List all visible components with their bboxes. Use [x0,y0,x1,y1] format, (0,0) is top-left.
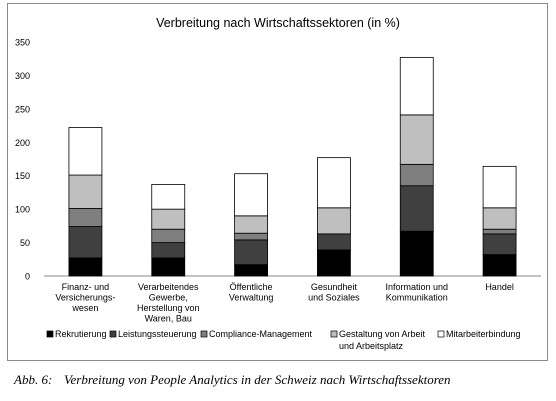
x-category-label: Öffentliche Verwaltung [229,282,274,303]
bar-segment-3 [151,228,186,243]
y-tick-label: 200 [15,138,30,148]
y-tick-label: 250 [15,104,30,114]
legend-swatch [200,330,208,338]
bar-segment-2 [234,239,268,266]
legend-swatch [46,330,54,338]
bar-segment-4 [317,207,351,235]
x-category-label: Information und Kommunikation [385,282,448,303]
legend-label: Leistungssteuerung [118,329,197,339]
x-category-label: Verarbeitendes Gewerbe, Herstellung von War… [137,282,200,324]
bar-segment-5 [68,127,103,176]
bar-segment-1 [482,254,517,277]
chart-title: Verbreitung nach Wirtschaftssektoren (in… [156,16,400,30]
bar-segment-5 [234,173,268,217]
bar-segment-4 [234,215,268,234]
bar-segment-4 [68,174,103,209]
legend-label-continuation: und Arbeitsplatz [339,341,404,351]
legend-swatch [437,330,445,338]
bar-segment-4 [482,207,517,230]
legend-label: Rekrutierung [55,329,107,339]
bar-segment-3 [234,232,268,241]
x-category-label: Handel [485,282,514,292]
bar-segment-1 [399,230,434,277]
legend-label: Compliance-Management [209,329,313,339]
bar-segment-2 [399,185,434,232]
bar-segment-2 [482,233,517,256]
bar-segment-2 [68,226,103,259]
x-category-label: Finanz- und Versicherungs-wesen [55,282,115,313]
bar-segment-2 [151,242,186,259]
bar-segment-4 [399,114,434,165]
figure-caption: Abb. 6: Verbreitung von People Analytics … [14,372,451,388]
stacked-bar-chart: Verbreitung nach Wirtschaftssektoren (in… [15,16,541,351]
bar-segment-3 [68,208,103,227]
y-tick-label: 300 [15,71,30,81]
bar-segment-2 [317,233,351,251]
legend-swatch [109,330,117,338]
y-tick-label: 150 [15,171,30,181]
bar-segment-1 [317,249,351,277]
bar-segment-3 [482,228,517,235]
y-tick-label: 50 [20,238,30,248]
bar-segment-1 [234,264,268,277]
bar-segment-1 [151,257,186,277]
caption-number: Abb. 6: [14,372,53,387]
caption-text: Verbreitung von People Analytics in der … [64,372,451,387]
legend-label: Gestaltung von Arbeit [339,329,426,339]
x-category-label: Gesundheit und Soziales [308,282,360,303]
y-tick-label: 350 [15,38,30,48]
bar-segment-4 [151,208,186,230]
legend-label: Mitarbeiterbindung [446,329,521,339]
bar-segment-5 [151,184,186,210]
bar-segment-1 [68,257,103,277]
bar-segment-5 [399,56,434,116]
bar-segment-5 [317,157,351,209]
bar-segment-5 [482,165,517,209]
y-tick-label: 100 [15,205,30,215]
bar-segment-3 [399,163,434,187]
chart-frame: Verbreitung nach Wirtschaftssektoren (in… [7,3,548,361]
legend-swatch [330,330,338,338]
y-tick-label: 0 [25,272,30,282]
